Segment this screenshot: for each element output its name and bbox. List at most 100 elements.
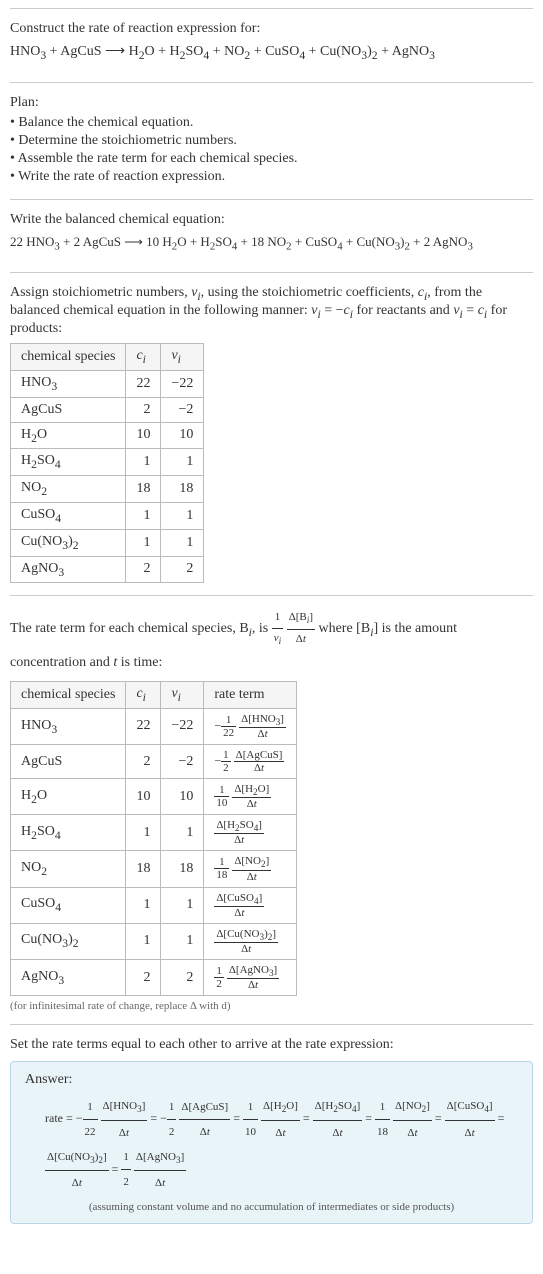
plan-item: Balance the chemical equation.	[10, 115, 533, 131]
table-row: AgCuS 2 −2 −12 Δ[AgCuS]Δt	[11, 745, 297, 779]
cell-rate: Δ[Cu(NO3)2]Δt	[204, 923, 297, 959]
cell-ci: 1	[126, 815, 161, 851]
construct-heading: Construct the rate of reaction expressio…	[10, 21, 533, 37]
stoich-table: chemical species ci νi HNO3 22 −22AgCuS …	[10, 343, 204, 583]
cell-species: CuSO4	[11, 502, 126, 529]
cell-nui: 1	[161, 529, 204, 556]
cell-ci: 10	[126, 422, 161, 449]
cell-nui: 18	[161, 851, 204, 887]
cell-species: NO2	[11, 851, 126, 887]
cell-species: H2O	[11, 779, 126, 815]
assign-text: Assign stoichiometric numbers, νi, using…	[10, 285, 533, 337]
cell-rate: −122 Δ[HNO3]Δt	[204, 708, 297, 744]
section-balanced: Write the balanced chemical equation: 22…	[10, 199, 533, 273]
cell-rate: Δ[H2SO4]Δt	[204, 815, 297, 851]
cell-ci: 2	[126, 397, 161, 422]
cell-ci: 18	[126, 851, 161, 887]
cell-ci: 1	[126, 887, 161, 923]
cell-nui: 2	[161, 959, 204, 995]
cell-ci: 2	[126, 745, 161, 779]
table-row: AgNO3 2 2 12 Δ[AgNO3]Δt	[11, 959, 297, 995]
cell-nui: 18	[161, 476, 204, 503]
plan-item: Assemble the rate term for each chemical…	[10, 151, 533, 167]
cell-nui: −22	[161, 370, 204, 397]
cell-ci: 1	[126, 449, 161, 476]
table-row: Cu(NO3)2 1 1 Δ[Cu(NO3)2]Δt	[11, 923, 297, 959]
cell-nui: −2	[161, 397, 204, 422]
section-rateterm: The rate term for each chemical species,…	[10, 595, 533, 1024]
table-header-row: chemical species ci νi	[11, 343, 204, 370]
cell-species: H2SO4	[11, 449, 126, 476]
table-row: AgCuS 2 −2	[11, 397, 204, 422]
cell-species: HNO3	[11, 708, 126, 744]
cell-species: AgNO3	[11, 959, 126, 995]
table-row: Cu(NO3)2 1 1	[11, 529, 204, 556]
table-row: H2O 10 10	[11, 422, 204, 449]
final-heading: Set the rate terms equal to each other t…	[10, 1037, 533, 1053]
stoich-tbody: HNO3 22 −22AgCuS 2 −2H2O 10 10H2SO4 1 1N…	[11, 370, 204, 583]
table-row: AgNO3 2 2	[11, 556, 204, 583]
cell-ci: 22	[126, 708, 161, 744]
rateterm-text: The rate term for each chemical species,…	[10, 608, 533, 675]
table-row: H2O 10 10 110 Δ[H2O]Δt	[11, 779, 297, 815]
cell-species: NO2	[11, 476, 126, 503]
rateterm-tbody: HNO3 22 −22 −122 Δ[HNO3]ΔtAgCuS 2 −2 −12…	[11, 708, 297, 995]
cell-nui: 10	[161, 422, 204, 449]
table-row: CuSO4 1 1 Δ[CuSO4]Δt	[11, 887, 297, 923]
table-row: CuSO4 1 1	[11, 502, 204, 529]
th-nui: νi	[161, 682, 204, 709]
cell-ci: 22	[126, 370, 161, 397]
plan-item: Determine the stoichiometric numbers.	[10, 133, 533, 149]
cell-ci: 1	[126, 502, 161, 529]
th-ci: ci	[126, 343, 161, 370]
cell-rate: 12 Δ[AgNO3]Δt	[204, 959, 297, 995]
cell-rate: 118 Δ[NO2]Δt	[204, 851, 297, 887]
cell-rate: 110 Δ[H2O]Δt	[204, 779, 297, 815]
cell-species: CuSO4	[11, 887, 126, 923]
cell-species: Cu(NO3)2	[11, 529, 126, 556]
plan-heading: Plan:	[10, 95, 533, 111]
section-construct: Construct the rate of reaction expressio…	[10, 8, 533, 82]
plan-item: Write the rate of reaction expression.	[10, 169, 533, 185]
cell-species: AgNO3	[11, 556, 126, 583]
cell-nui: 1	[161, 887, 204, 923]
rateterm-note: (for infinitesimal rate of change, repla…	[10, 1000, 533, 1012]
answer-label: Answer:	[25, 1072, 518, 1088]
balanced-heading: Write the balanced chemical equation:	[10, 212, 533, 228]
section-final: Set the rate terms equal to each other t…	[10, 1024, 533, 1236]
answer-box: Answer: rate = −122 Δ[HNO3]Δt = −12 Δ[Ag…	[10, 1061, 533, 1224]
cell-species: AgCuS	[11, 745, 126, 779]
cell-rate: Δ[CuSO4]Δt	[204, 887, 297, 923]
cell-species: HNO3	[11, 370, 126, 397]
cell-nui: 1	[161, 502, 204, 529]
th-nui: νi	[161, 343, 204, 370]
cell-nui: 2	[161, 556, 204, 583]
cell-ci: 1	[126, 923, 161, 959]
table-row: HNO3 22 −22	[11, 370, 204, 397]
cell-nui: 10	[161, 779, 204, 815]
table-row: NO2 18 18 118 Δ[NO2]Δt	[11, 851, 297, 887]
th-ci: ci	[126, 682, 161, 709]
table-row: NO2 18 18	[11, 476, 204, 503]
cell-nui: 1	[161, 449, 204, 476]
answer-note: (assuming constant volume and no accumul…	[25, 1201, 518, 1213]
cell-species: AgCuS	[11, 397, 126, 422]
cell-ci: 2	[126, 556, 161, 583]
cell-ci: 2	[126, 959, 161, 995]
cell-species: H2SO4	[11, 815, 126, 851]
table-row: H2SO4 1 1 Δ[H2SO4]Δt	[11, 815, 297, 851]
th-species: chemical species	[11, 682, 126, 709]
cell-ci: 18	[126, 476, 161, 503]
table-row: HNO3 22 −22 −122 Δ[HNO3]Δt	[11, 708, 297, 744]
cell-nui: 1	[161, 923, 204, 959]
cell-ci: 1	[126, 529, 161, 556]
answer-equation: rate = −122 Δ[HNO3]Δt = −12 Δ[AgCuS]Δt =…	[45, 1094, 518, 1195]
cell-species: Cu(NO3)2	[11, 923, 126, 959]
plan-list: Balance the chemical equation. Determine…	[10, 115, 533, 185]
section-plan: Plan: Balance the chemical equation. Det…	[10, 82, 533, 199]
rateterm-table: chemical species ci νi rate term HNO3 22…	[10, 681, 297, 996]
balanced-equation: 22 HNO3 + 2 AgCuS ⟶ 10 H2O + H2SO4 + 18 …	[10, 234, 533, 253]
cell-species: H2O	[11, 422, 126, 449]
cell-nui: −2	[161, 745, 204, 779]
th-rate: rate term	[204, 682, 297, 709]
